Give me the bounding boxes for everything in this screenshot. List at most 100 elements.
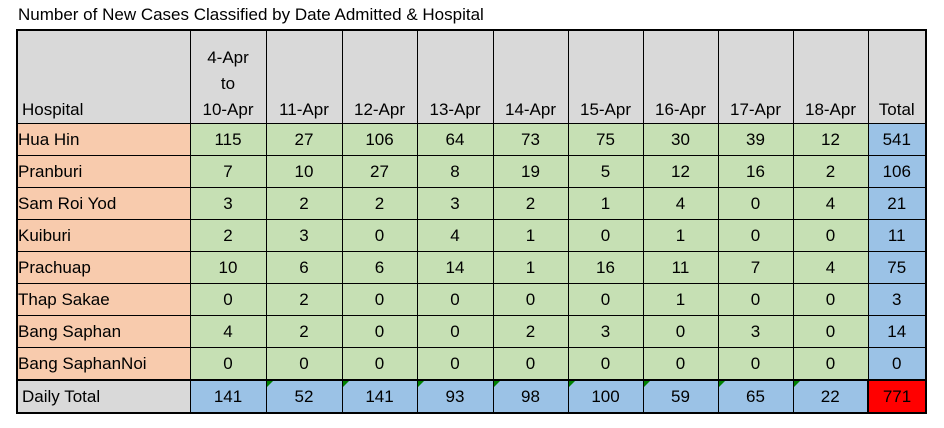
case-count-cell[interactable]: 0 bbox=[642, 315, 719, 348]
column-header-date[interactable]: 15-Apr bbox=[567, 29, 644, 124]
case-count-cell[interactable]: 0 bbox=[416, 283, 494, 316]
hospital-name-cell[interactable]: Bang SaphanNoi bbox=[16, 347, 191, 381]
daily-total-cell[interactable]: 141 bbox=[189, 379, 267, 414]
case-count-cell[interactable]: 0 bbox=[792, 315, 869, 348]
case-count-cell[interactable]: 0 bbox=[792, 347, 869, 381]
hospital-name-cell[interactable]: Pranburi bbox=[16, 155, 191, 188]
case-count-cell[interactable]: 0 bbox=[189, 347, 267, 381]
case-count-cell[interactable]: 27 bbox=[341, 155, 418, 188]
case-count-cell[interactable]: 2 bbox=[492, 315, 569, 348]
case-count-cell[interactable]: 2 bbox=[265, 283, 343, 316]
row-total-cell[interactable]: 11 bbox=[867, 219, 927, 252]
case-count-cell[interactable]: 0 bbox=[341, 219, 418, 252]
row-total-cell[interactable]: 14 bbox=[867, 315, 927, 348]
case-count-cell[interactable]: 0 bbox=[642, 347, 719, 381]
case-count-cell[interactable]: 0 bbox=[416, 315, 494, 348]
daily-total-cell[interactable]: 93 bbox=[416, 379, 494, 414]
daily-total-cell[interactable]: 100 bbox=[567, 379, 644, 414]
case-count-cell[interactable]: 30 bbox=[642, 123, 719, 156]
case-count-cell[interactable]: 14 bbox=[416, 251, 494, 284]
hospital-name-cell[interactable]: Bang Saphan bbox=[16, 315, 191, 348]
case-count-cell[interactable]: 2 bbox=[189, 219, 267, 252]
case-count-cell[interactable]: 4 bbox=[792, 187, 869, 220]
hospital-name-cell[interactable]: Thap Sakae bbox=[16, 283, 191, 316]
case-count-cell[interactable]: 5 bbox=[567, 155, 644, 188]
case-count-cell[interactable]: 3 bbox=[416, 187, 494, 220]
daily-total-cell[interactable]: 52 bbox=[265, 379, 343, 414]
case-count-cell[interactable]: 1 bbox=[492, 251, 569, 284]
daily-total-cell[interactable]: 65 bbox=[717, 379, 794, 414]
case-count-cell[interactable]: 106 bbox=[341, 123, 418, 156]
case-count-cell[interactable]: 0 bbox=[189, 283, 267, 316]
case-count-cell[interactable]: 0 bbox=[341, 347, 418, 381]
case-count-cell[interactable]: 4 bbox=[416, 219, 494, 252]
case-count-cell[interactable]: 19 bbox=[492, 155, 569, 188]
case-count-cell[interactable]: 0 bbox=[567, 283, 644, 316]
case-count-cell[interactable]: 3 bbox=[189, 187, 267, 220]
case-count-cell[interactable]: 0 bbox=[492, 347, 569, 381]
case-count-cell[interactable]: 6 bbox=[341, 251, 418, 284]
case-count-cell[interactable]: 2 bbox=[265, 187, 343, 220]
daily-total-cell[interactable]: 59 bbox=[642, 379, 719, 414]
column-header-date[interactable]: 17-Apr bbox=[717, 29, 794, 124]
case-count-cell[interactable]: 73 bbox=[492, 123, 569, 156]
column-header-hospital[interactable]: Hospital bbox=[16, 29, 191, 124]
daily-total-cell[interactable]: 22 bbox=[792, 379, 869, 414]
case-count-cell[interactable]: 16 bbox=[567, 251, 644, 284]
case-count-cell[interactable]: 0 bbox=[341, 315, 418, 348]
case-count-cell[interactable]: 16 bbox=[717, 155, 794, 188]
case-count-cell[interactable]: 4 bbox=[792, 251, 869, 284]
case-count-cell[interactable]: 64 bbox=[416, 123, 494, 156]
case-count-cell[interactable]: 27 bbox=[265, 123, 343, 156]
case-count-cell[interactable]: 2 bbox=[792, 155, 869, 188]
column-header-date[interactable]: 13-Apr bbox=[416, 29, 494, 124]
case-count-cell[interactable]: 1 bbox=[567, 187, 644, 220]
case-count-cell[interactable]: 0 bbox=[717, 187, 794, 220]
case-count-cell[interactable]: 7 bbox=[717, 251, 794, 284]
case-count-cell[interactable]: 4 bbox=[189, 315, 267, 348]
case-count-cell[interactable]: 4 bbox=[642, 187, 719, 220]
column-header-date[interactable]: 12-Apr bbox=[341, 29, 418, 124]
row-total-cell[interactable]: 106 bbox=[867, 155, 927, 188]
case-count-cell[interactable]: 0 bbox=[717, 283, 794, 316]
hospital-name-cell[interactable]: Kuiburi bbox=[16, 219, 191, 252]
case-count-cell[interactable]: 12 bbox=[642, 155, 719, 188]
column-header-total[interactable]: Total bbox=[867, 29, 927, 124]
column-header-date[interactable]: 18-Apr bbox=[792, 29, 869, 124]
case-count-cell[interactable]: 0 bbox=[567, 219, 644, 252]
case-count-cell[interactable]: 12 bbox=[792, 123, 869, 156]
case-count-cell[interactable]: 10 bbox=[265, 155, 343, 188]
case-count-cell[interactable]: 3 bbox=[567, 315, 644, 348]
case-count-cell[interactable]: 0 bbox=[416, 347, 494, 381]
case-count-cell[interactable]: 2 bbox=[341, 187, 418, 220]
daily-total-label[interactable]: Daily Total bbox=[16, 379, 191, 414]
case-count-cell[interactable]: 11 bbox=[642, 251, 719, 284]
row-total-cell[interactable]: 0 bbox=[867, 347, 927, 381]
case-count-cell[interactable]: 1 bbox=[642, 283, 719, 316]
case-count-cell[interactable]: 75 bbox=[567, 123, 644, 156]
case-count-cell[interactable]: 0 bbox=[717, 347, 794, 381]
daily-total-cell[interactable]: 98 bbox=[492, 379, 569, 414]
case-count-cell[interactable]: 0 bbox=[492, 283, 569, 316]
case-count-cell[interactable]: 0 bbox=[265, 347, 343, 381]
hospital-name-cell[interactable]: Sam Roi Yod bbox=[16, 187, 191, 220]
case-count-cell[interactable]: 3 bbox=[717, 315, 794, 348]
case-count-cell[interactable]: 10 bbox=[189, 251, 267, 284]
row-total-cell[interactable]: 21 bbox=[867, 187, 927, 220]
column-header-date-range[interactable]: 4-Apr to 10-Apr bbox=[189, 29, 267, 124]
row-total-cell[interactable]: 3 bbox=[867, 283, 927, 316]
daily-total-cell[interactable]: 141 bbox=[341, 379, 418, 414]
column-header-date[interactable]: 14-Apr bbox=[492, 29, 569, 124]
case-count-cell[interactable]: 0 bbox=[792, 283, 869, 316]
grand-total-cell[interactable]: 771 bbox=[867, 379, 927, 414]
hospital-name-cell[interactable]: Hua Hin bbox=[16, 123, 191, 156]
hospital-name-cell[interactable]: Prachuap bbox=[16, 251, 191, 284]
case-count-cell[interactable]: 0 bbox=[717, 219, 794, 252]
column-header-date[interactable]: 16-Apr bbox=[642, 29, 719, 124]
case-count-cell[interactable]: 1 bbox=[492, 219, 569, 252]
row-total-cell[interactable]: 75 bbox=[867, 251, 927, 284]
row-total-cell[interactable]: 541 bbox=[867, 123, 927, 156]
case-count-cell[interactable]: 2 bbox=[265, 315, 343, 348]
case-count-cell[interactable]: 39 bbox=[717, 123, 794, 156]
case-count-cell[interactable]: 6 bbox=[265, 251, 343, 284]
